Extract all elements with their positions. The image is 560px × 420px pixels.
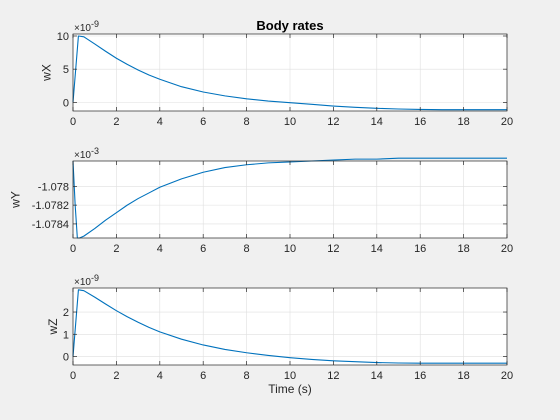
axes-2-series-line-0 — [72, 157, 507, 239]
axes-3-xtick-label-1: 2 — [113, 370, 119, 382]
axes-1-xtick-label-8: 16 — [414, 116, 426, 128]
axes-3-xtick-label-9: 18 — [457, 370, 469, 382]
axes-2-ytick-label-0: -1.0784 — [32, 219, 69, 231]
axes-1-exponent-power: -9 — [91, 19, 99, 29]
axes-1-xtick-label-2: 4 — [157, 116, 163, 128]
axes-2-ylabel: wY — [9, 191, 23, 209]
axes-3-xtick-label-0: 0 — [70, 370, 76, 382]
axes-1-ytick-label-0: 0 — [63, 97, 69, 109]
axes-3-xtick-label-3: 6 — [200, 370, 206, 382]
axes-2-xtick-label-9: 18 — [457, 243, 469, 255]
axes-2-xtick-label-0: 0 — [70, 243, 76, 255]
axes-3-exponent-power: -9 — [91, 273, 99, 283]
axes-1-ylabel: wX — [40, 64, 54, 82]
axes-3-xtick-label-2: 4 — [157, 370, 163, 382]
axes-2-xtick-label-8: 16 — [414, 243, 426, 255]
axes-1-xtick-label-0: 0 — [70, 116, 76, 128]
axes-2-ytick-label-2: -1.078 — [38, 181, 69, 193]
axes-3-xtick-label-6: 12 — [327, 370, 339, 382]
axes-3-xtick-label-5: 10 — [284, 370, 296, 382]
axes-2-xtick-label-7: 14 — [371, 243, 383, 255]
axes-1-exponent-base: ×10 — [74, 23, 91, 34]
x-axis-label: Time (s) — [268, 382, 312, 396]
axes-2-exponent-label: ×10-3 — [74, 146, 99, 161]
axes-1-xtick-label-1: 2 — [113, 116, 119, 128]
axes-3-xtick-label-7: 14 — [371, 370, 383, 382]
figure-title: Body rates — [256, 18, 323, 33]
axes-2-xtick-label-1: 2 — [113, 243, 119, 255]
axes-3-exponent-base: ×10 — [74, 277, 91, 288]
axes-1-xtick-label-4: 8 — [244, 116, 250, 128]
axes-1-xtick-label-10: 20 — [501, 116, 513, 128]
axes-3-ytick-label-0: 0 — [63, 352, 69, 364]
axes-3-ytick-label-2: 2 — [63, 307, 69, 319]
axes-2-exponent-base: ×10 — [74, 150, 91, 161]
axes-1-ytick-label-2: 10 — [57, 31, 69, 43]
axes-2-exponent-power: -3 — [91, 146, 99, 156]
axes-1-xtick-label-7: 14 — [371, 116, 383, 128]
axes-2-xtick-label-3: 6 — [200, 243, 206, 255]
axes-1-ytick-label-1: 5 — [63, 64, 69, 76]
axes-2-xtick-label-10: 20 — [501, 243, 513, 255]
axes-3-xtick-label-4: 8 — [244, 370, 250, 382]
axes-3-xtick-label-10: 20 — [501, 370, 513, 382]
axes-2-xtick-label-5: 10 — [284, 243, 296, 255]
axes-2-xtick-label-4: 8 — [244, 243, 250, 255]
axes-1-xtick-label-6: 12 — [327, 116, 339, 128]
axes-2-ytick-label-1: -1.0782 — [32, 200, 69, 212]
axes-1-series-line-0 — [72, 35, 507, 111]
axes-3-xtick-label-8: 16 — [414, 370, 426, 382]
axes-3-series-line-0 — [72, 289, 507, 364]
axes-2: 0 2 4 6 8 10 12 14 16 18 20 -1.0784 -1.0782 -1.078 wY ×… — [9, 146, 514, 255]
axes-1: 0 2 4 6 8 10 12 14 16 18 20 0 5 10 wX ×10-9 — [40, 19, 514, 128]
axes-2-xtick-label-6: 12 — [327, 243, 339, 255]
axes-3-ylabel: wZ — [46, 319, 60, 336]
axes-1-xtick-label-9: 18 — [457, 116, 469, 128]
axes-1-exponent-label: ×10-9 — [74, 19, 99, 34]
axes-3-ytick-label-1: 1 — [63, 329, 69, 341]
axes-1-xtick-label-3: 6 — [200, 116, 206, 128]
axes-2-xtick-label-2: 4 — [157, 243, 163, 255]
axes-1-xtick-label-5: 10 — [284, 116, 296, 128]
axes-3-exponent-label: ×10-9 — [74, 273, 99, 288]
